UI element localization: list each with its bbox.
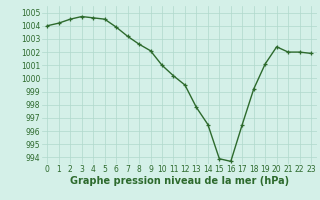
X-axis label: Graphe pression niveau de la mer (hPa): Graphe pression niveau de la mer (hPa) [70,176,289,186]
